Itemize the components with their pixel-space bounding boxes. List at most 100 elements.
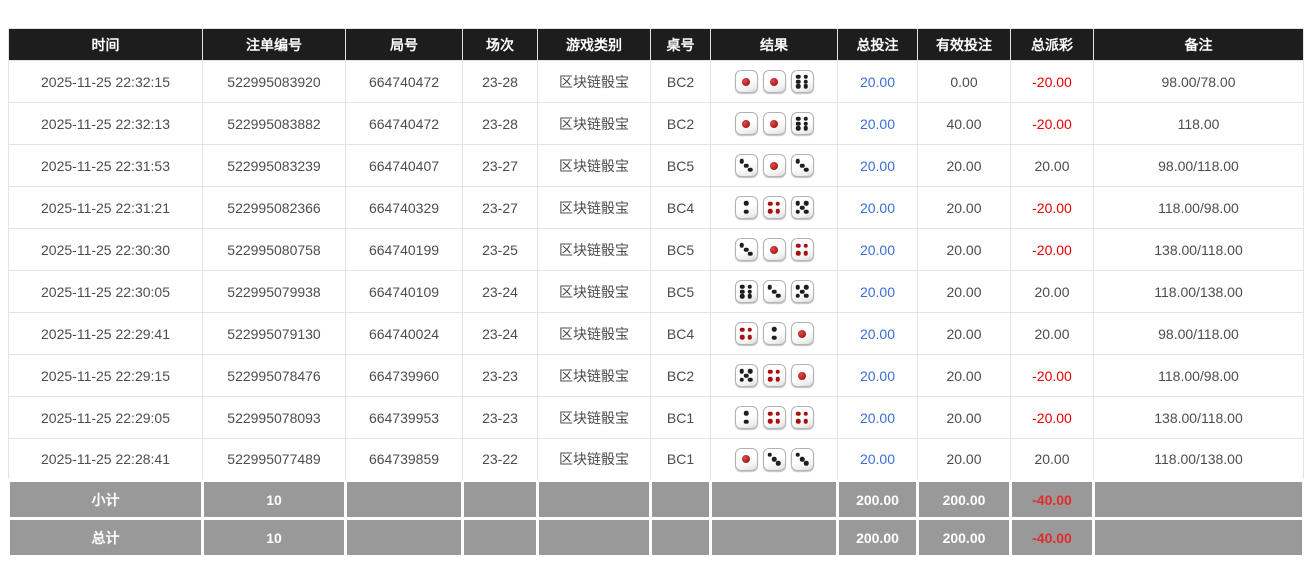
cell-time: 2025-11-25 22:32:13 [8, 102, 203, 145]
summary-cell-result [709, 479, 839, 520]
summary-cell-game_type [536, 479, 652, 520]
cell-total_bet[interactable]: 20.00 [837, 102, 918, 145]
col-header-valid_bet: 有效投注 [917, 28, 1011, 61]
cell-table_no: BC5 [650, 144, 711, 187]
cell-round_id: 664740472 [345, 60, 463, 103]
cell-result [710, 312, 838, 355]
cell-round_id: 664739953 [345, 396, 463, 439]
cell-time: 2025-11-25 22:31:21 [8, 186, 203, 229]
cell-game_type: 区块链骰宝 [537, 354, 651, 397]
die-5-icon [734, 364, 758, 387]
cell-total_bet[interactable]: 20.00 [837, 186, 918, 229]
col-header-result: 结果 [710, 28, 838, 61]
table-row: 2025-11-25 22:29:15 522995078476 664739960… [8, 354, 1304, 397]
cell-session: 23-23 [462, 354, 538, 397]
cell-game_type: 区块链骰宝 [537, 312, 651, 355]
cell-table_no: BC1 [650, 396, 711, 439]
cell-round_id: 664740024 [345, 312, 463, 355]
die-1-icon [790, 364, 814, 387]
cell-valid_bet: 20.00 [917, 396, 1011, 439]
cell-session: 23-24 [462, 312, 538, 355]
die-1-icon [734, 112, 758, 135]
die-2-icon [762, 322, 786, 345]
cell-bet_id: 522995082366 [202, 186, 346, 229]
table-row: 2025-11-25 22:31:53 522995083239 664740407… [8, 144, 1304, 187]
cell-remark: 118.00/138.00 [1093, 270, 1304, 313]
cell-session: 23-22 [462, 438, 538, 481]
cell-total_bet[interactable]: 20.00 [837, 438, 918, 481]
table-row: 2025-11-25 22:28:41 522995077489 664739859… [8, 438, 1304, 481]
table-row: 2025-11-25 22:32:13 522995083882 664740472… [8, 102, 1304, 145]
grand-total-row: 总计 10 200.00 200.00 -40.00 [7, 517, 1305, 558]
cell-result [710, 270, 838, 313]
cell-valid_bet: 20.00 [917, 312, 1011, 355]
table-body: 2025-11-25 22:32:15 522995083920 664740472… [7, 60, 1305, 558]
dice-result [711, 196, 837, 219]
bet-records-table: 时间 注单编号 局号 场次 游戏类别 桌号 结果 总投注 有效投注 总派彩 备注 2025-11-2… [7, 28, 1305, 558]
dice-result [711, 70, 837, 93]
summary-cell-game_type [536, 517, 652, 558]
summary-cell-bet_id: 10 [201, 517, 347, 558]
die-1-icon [762, 112, 786, 135]
die-3-icon [790, 447, 814, 471]
die-1-icon [762, 70, 786, 93]
cell-bet_id: 522995077489 [202, 438, 346, 481]
cell-result [710, 354, 838, 397]
cell-table_no: BC1 [650, 438, 711, 481]
cell-result [710, 228, 838, 271]
cell-total_bet[interactable]: 20.00 [837, 396, 918, 439]
dice-result [711, 112, 837, 135]
cell-game_type: 区块链骰宝 [537, 60, 651, 103]
cell-payout: -20.00 [1010, 228, 1094, 271]
cell-total_bet[interactable]: 20.00 [837, 354, 918, 397]
dice-result [711, 447, 837, 471]
dice-result [711, 154, 837, 177]
table-row: 2025-11-25 22:32:15 522995083920 664740472… [8, 60, 1304, 103]
cell-valid_bet: 20.00 [917, 186, 1011, 229]
cell-table_no: BC2 [650, 354, 711, 397]
cell-game_type: 区块链骰宝 [537, 186, 651, 229]
cell-table_no: BC2 [650, 60, 711, 103]
cell-total_bet[interactable]: 20.00 [837, 270, 918, 313]
cell-result [710, 60, 838, 103]
cell-payout: -20.00 [1010, 396, 1094, 439]
cell-session: 23-27 [462, 144, 538, 187]
cell-bet_id: 522995083882 [202, 102, 346, 145]
cell-session: 23-28 [462, 60, 538, 103]
cell-total_bet[interactable]: 20.00 [837, 312, 918, 355]
cell-round_id: 664740472 [345, 102, 463, 145]
die-3-icon [762, 280, 786, 303]
summary-cell-remark [1092, 479, 1305, 520]
cell-table_no: BC2 [650, 102, 711, 145]
die-4-icon [790, 406, 814, 429]
cell-payout: 20.00 [1010, 270, 1094, 313]
summary-cell-session [461, 479, 539, 520]
die-4-icon [762, 406, 786, 429]
cell-remark: 118.00/98.00 [1093, 354, 1304, 397]
die-6-icon [734, 280, 758, 303]
cell-bet_id: 522995078476 [202, 354, 346, 397]
cell-remark: 98.00/118.00 [1093, 312, 1304, 355]
die-1-icon [734, 447, 758, 471]
cell-bet_id: 522995079938 [202, 270, 346, 313]
cell-time: 2025-11-25 22:29:05 [8, 396, 203, 439]
die-1-icon [762, 154, 786, 177]
summary-cell-bet_id: 10 [201, 479, 347, 520]
cell-payout: -20.00 [1010, 354, 1094, 397]
cell-valid_bet: 20.00 [917, 438, 1011, 481]
cell-table_no: BC4 [650, 312, 711, 355]
cell-remark: 138.00/118.00 [1093, 396, 1304, 439]
dice-result [711, 322, 837, 345]
cell-total_bet[interactable]: 20.00 [837, 228, 918, 271]
die-3-icon [762, 447, 786, 471]
die-5-icon [790, 280, 814, 303]
cell-game_type: 区块链骰宝 [537, 396, 651, 439]
die-6-icon [790, 112, 814, 135]
cell-session: 23-23 [462, 396, 538, 439]
summary-cell-table_no [649, 479, 712, 520]
cell-payout: -20.00 [1010, 60, 1094, 103]
die-4-icon [734, 322, 758, 345]
cell-payout: 20.00 [1010, 312, 1094, 355]
cell-total_bet[interactable]: 20.00 [837, 144, 918, 187]
cell-total_bet[interactable]: 20.00 [837, 60, 918, 103]
